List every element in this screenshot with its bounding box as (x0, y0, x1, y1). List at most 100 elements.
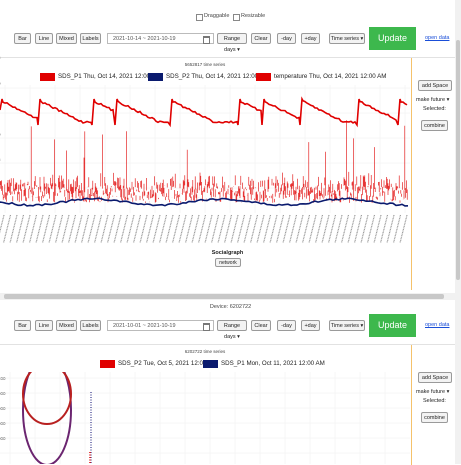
series-line (0, 96, 408, 128)
chart-title: 5652817 time series (184, 62, 226, 67)
x-tick-text (392, 214, 402, 244)
x-tick-text (379, 214, 389, 244)
toolbar-button[interactable]: Range days ▾ (217, 320, 247, 340)
x-tick-text (373, 214, 382, 244)
update-button[interactable]: Update (369, 27, 416, 50)
toolbar-button[interactable]: Line (35, 320, 53, 331)
selected-label: Selected: (423, 398, 446, 404)
legend-label: SDS_P1 Mon, Oct 11, 2021 12:00 AM (221, 360, 325, 367)
x-tick-text (210, 214, 220, 244)
x-tick-text (256, 214, 265, 244)
update-button[interactable]: Update (369, 314, 416, 337)
toolbar-button[interactable]: +day (301, 320, 320, 331)
x-tick-text (9, 214, 18, 244)
x-tick-text (282, 214, 291, 244)
legend-swatch (100, 360, 115, 368)
x-tick-text (249, 214, 259, 244)
plot (0, 372, 410, 464)
toolbar-button[interactable]: Labels (80, 33, 101, 44)
date-input[interactable]: 2021-10-01 ~ 2021-10-19 (107, 320, 214, 331)
x-tick-text (61, 214, 70, 244)
x-tick-text (243, 214, 252, 244)
x-tick-text (158, 214, 168, 244)
x-tick-text (152, 214, 161, 244)
toolbar-button[interactable]: Mixed (56, 320, 77, 331)
date-input[interactable]: 2021-10-14 ~ 2021-10-19 (107, 33, 214, 44)
make-future-select[interactable]: make future ▾ (416, 389, 450, 395)
y-axis-label: 0 (0, 81, 1, 86)
legend-swatch (203, 360, 218, 368)
x-tick-text (87, 214, 96, 244)
toolbar-button[interactable]: Time series ▾ (329, 320, 365, 331)
x-tick-text (275, 214, 285, 244)
toolbar-button[interactable]: Bar (14, 33, 31, 44)
x-tick-text (360, 214, 369, 244)
checkbox[interactable] (196, 14, 203, 21)
y-axis-label: 000 (0, 391, 6, 396)
x-tick-text (35, 214, 44, 244)
x-tick-text (301, 214, 311, 244)
x-tick-text (145, 214, 155, 244)
x-tick-text (236, 214, 246, 244)
checkbox[interactable] (233, 14, 240, 21)
ring (22, 372, 72, 464)
legend-label: SDS_P2 Tue, Oct 5, 2021 12:02 AM (118, 360, 218, 367)
x-tick-text (184, 214, 194, 244)
make-future-select[interactable]: make future ▾ (416, 97, 450, 103)
x-tick-text (67, 214, 77, 244)
toolbar-button[interactable]: Clear (251, 320, 271, 331)
x-tick-text (74, 214, 83, 244)
y-axis-label: 000 (0, 421, 6, 426)
x-tick-text (139, 214, 148, 244)
toolbar-button[interactable]: Range days ▾ (217, 33, 247, 53)
toolbar-button[interactable]: Time series ▾ (329, 33, 365, 44)
series-line (0, 197, 409, 207)
x-tick-text (327, 214, 337, 244)
x-tick-text (308, 214, 317, 244)
x-tick-text (132, 214, 142, 244)
toolbar-button[interactable]: Clear (251, 33, 271, 44)
add-space-button[interactable]: add Space (418, 80, 452, 91)
x-tick-text (334, 214, 343, 244)
date-text: 2021-10-01 ~ 2021-10-19 (113, 323, 176, 329)
open-data-link[interactable]: open data (425, 322, 450, 328)
toolbar-button[interactable]: Bar (14, 320, 31, 331)
toolbar-button[interactable]: Line (35, 33, 53, 44)
separator (0, 57, 455, 58)
x-tick-text (321, 214, 330, 244)
checkbox-label: Resizable (241, 13, 266, 19)
checkbox-label: Draggable (204, 13, 230, 19)
add-space-button[interactable]: add Space (418, 372, 452, 383)
network-button[interactable]: network (215, 258, 241, 267)
x-tick-text (197, 214, 207, 244)
combine-button[interactable]: combine (421, 412, 448, 423)
x-tick-text (171, 214, 181, 244)
legend-swatch (148, 73, 163, 81)
calendar-icon (203, 36, 210, 44)
x-tick-text (15, 214, 25, 244)
y-axis-label: 000 (0, 436, 6, 441)
x-tick-text (80, 214, 90, 244)
x-tick-text (113, 214, 122, 244)
x-tick-text (22, 214, 31, 244)
x-tick-text (54, 214, 64, 244)
open-data-link[interactable]: open data (425, 35, 450, 41)
x-tick-text (223, 214, 233, 244)
toolbar-button[interactable]: -day (277, 33, 296, 44)
plot (0, 85, 410, 244)
toolbar-button[interactable]: +day (301, 33, 320, 44)
legend-swatch (40, 73, 55, 81)
toolbar-button[interactable]: Mixed (56, 33, 77, 44)
scroll-thumb (456, 40, 460, 280)
y-axis-label: 200 (0, 376, 6, 381)
y-axis-label: 5 (0, 157, 1, 162)
toolbar-button[interactable]: Labels (80, 320, 101, 331)
calendar-icon (203, 323, 210, 331)
y-axis-label: 5 (0, 55, 1, 60)
toolbar-button[interactable]: -day (277, 320, 296, 331)
x-tick-text (106, 214, 116, 244)
x-tick-text (126, 214, 135, 244)
combine-button[interactable]: combine (421, 120, 448, 131)
x-tick-text (269, 214, 278, 244)
